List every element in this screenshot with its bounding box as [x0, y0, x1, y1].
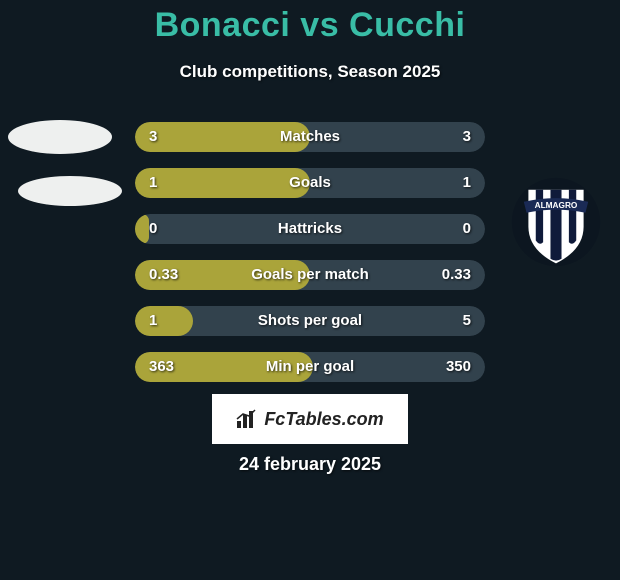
- date-text: 24 february 2025: [0, 454, 620, 475]
- stat-label: Shots per goal: [135, 306, 485, 336]
- stat-row: 1Shots per goal5: [135, 306, 485, 336]
- stat-label: Goals per match: [135, 260, 485, 290]
- stat-label: Goals: [135, 168, 485, 198]
- brand-text: FcTables.com: [264, 409, 383, 430]
- stat-row: 1Goals1: [135, 168, 485, 198]
- stat-value-right: 3: [463, 122, 471, 152]
- club-crest-right: ALMAGRO: [510, 176, 602, 268]
- stat-label: Min per goal: [135, 352, 485, 382]
- stat-value-right: 5: [463, 306, 471, 336]
- stat-row: 0Hattricks0: [135, 214, 485, 244]
- player-photo-left-bottom: [18, 176, 122, 206]
- stat-value-right: 1: [463, 168, 471, 198]
- stat-label: Hattricks: [135, 214, 485, 244]
- stat-row: 363Min per goal350: [135, 352, 485, 382]
- crest-banner-text: ALMAGRO: [535, 201, 578, 210]
- brand-box: FcTables.com: [212, 394, 408, 444]
- player-photo-left-top: [8, 120, 112, 154]
- brand-chart-icon: [236, 409, 258, 429]
- subtitle: Club competitions, Season 2025: [0, 62, 620, 82]
- stat-value-right: 350: [446, 352, 471, 382]
- stats-container: 3Matches3 1Goals1 0Hattricks0 0.33Goals per…: [135, 122, 485, 398]
- page-title: Bonacci vs Cucchi: [0, 6, 620, 45]
- stat-value-right: 0: [463, 214, 471, 244]
- stat-row: 3Matches3: [135, 122, 485, 152]
- stat-label: Matches: [135, 122, 485, 152]
- club-crest-svg: ALMAGRO: [510, 176, 602, 268]
- stat-row: 0.33Goals per match0.33: [135, 260, 485, 290]
- stat-value-right: 0.33: [442, 260, 471, 290]
